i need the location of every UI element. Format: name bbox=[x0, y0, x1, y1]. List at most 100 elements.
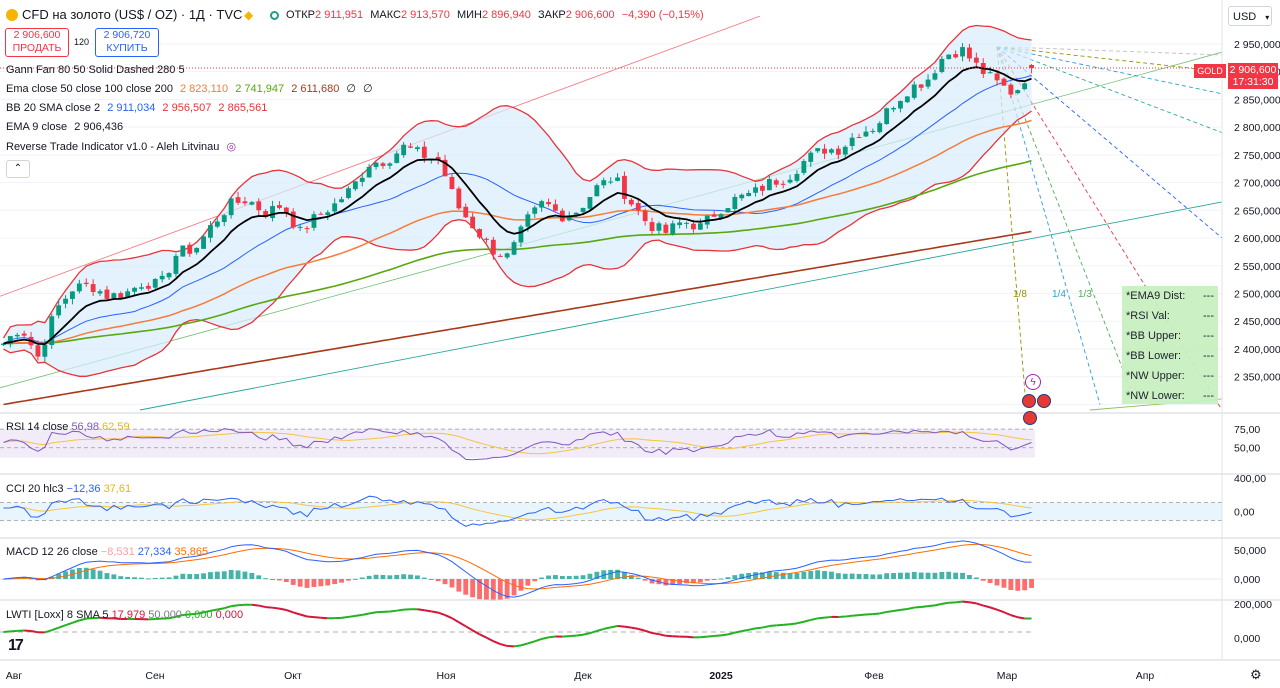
candle-body bbox=[1008, 84, 1014, 95]
lwti-line-segment bbox=[762, 625, 770, 629]
lwti-line-segment bbox=[3, 630, 11, 633]
macd-histogram-bar bbox=[946, 571, 952, 579]
macd-histogram-bar bbox=[152, 577, 158, 579]
legend-ema[interactable]: Ema close 50 close 100 close 200 2 823,1… bbox=[6, 82, 377, 96]
currency-select[interactable]: USD ▾ bbox=[1228, 6, 1272, 26]
symbol-title[interactable]: CFD на золото (US$ / OZ) · 1Д · TVC bbox=[22, 7, 243, 22]
macd-histogram-bar bbox=[194, 574, 200, 579]
cci-legend[interactable]: CCI 20 hlc3 −12,36 37,61 bbox=[6, 483, 131, 495]
lwti-line-segment bbox=[51, 626, 59, 632]
candle-body bbox=[449, 176, 455, 189]
lwti-line-segment bbox=[513, 644, 522, 648]
price-axis-label: 2 350,000 bbox=[1234, 372, 1280, 384]
macd-histogram-bar bbox=[104, 573, 110, 579]
info-row: *BB Lower: --- bbox=[1126, 346, 1214, 366]
candle-body bbox=[208, 225, 213, 238]
macd-histogram-bar bbox=[415, 575, 420, 579]
macd-histogram-bar bbox=[497, 579, 503, 601]
lwti-line-segment bbox=[796, 620, 805, 625]
candle-body bbox=[1015, 90, 1021, 94]
info-value: --- bbox=[1203, 370, 1214, 382]
legend-ema-label: Ema close 50 close 100 close 200 bbox=[6, 83, 173, 95]
rsi-legend[interactable]: RSI 14 close 56,98 62,59 bbox=[6, 421, 130, 433]
candle-body bbox=[677, 222, 683, 226]
macd-histogram-bar bbox=[352, 578, 358, 580]
lwti-legend[interactable]: LWTI [Loxx] 8 SMA 5 17,979 50,000 0,000 … bbox=[6, 609, 243, 621]
macd-histogram-bar bbox=[635, 577, 641, 579]
lwti-line-segment bbox=[741, 628, 749, 633]
candle-body bbox=[822, 148, 827, 154]
legend-ema9-value: 2 906,436 bbox=[74, 121, 124, 133]
macd-legend[interactable]: MACD 12 26 close −8,531 27,334 35,865 bbox=[6, 546, 208, 558]
candle-body bbox=[891, 107, 896, 110]
candle-body bbox=[760, 185, 765, 191]
lwti-line-segment bbox=[431, 610, 439, 614]
candle-body bbox=[76, 283, 82, 292]
lightning-icon[interactable]: ϟ bbox=[1025, 374, 1041, 390]
candle-body bbox=[90, 284, 96, 292]
macd-histogram-bar bbox=[835, 573, 841, 579]
macd-histogram-bar bbox=[987, 579, 993, 583]
price-axis-label: 2 600,000 bbox=[1234, 233, 1280, 245]
legend-rti[interactable]: Reverse Trade Indicator v1.0 - Aleh Litv… bbox=[6, 140, 240, 154]
candle-body bbox=[1001, 78, 1007, 86]
lwti-line-segment bbox=[1010, 614, 1019, 619]
lwti-line-segment bbox=[879, 610, 887, 615]
macd-histogram-bar bbox=[808, 570, 814, 579]
macd-histogram-bar bbox=[235, 570, 241, 579]
refresh-icon[interactable]: ◎ bbox=[226, 141, 237, 153]
candle-body bbox=[484, 238, 489, 240]
legend-bb[interactable]: BB 20 SMA close 2 2 911,034 2 956,507 2 … bbox=[6, 101, 271, 115]
candle-body bbox=[56, 305, 62, 316]
macd-histogram-bar bbox=[532, 579, 538, 582]
legend-ema9[interactable]: EMA 9 close 2 906,436 bbox=[6, 120, 127, 134]
candle-body bbox=[546, 201, 551, 205]
lwti-line-segment bbox=[210, 608, 218, 612]
macd-signal-value: 35,865 bbox=[174, 546, 209, 558]
macd-histogram-bar bbox=[214, 571, 220, 579]
lwti-line-segment bbox=[845, 614, 853, 618]
lwti-line-segment bbox=[776, 623, 784, 627]
buy-button[interactable]: 2 906,720 КУПИТЬ bbox=[95, 28, 159, 57]
time-axis-label: Фев bbox=[864, 670, 884, 682]
lwti-line-segment bbox=[817, 616, 825, 620]
sell-price: 2 906,600 bbox=[13, 29, 61, 41]
lwti-line-segment bbox=[658, 633, 667, 637]
candle-body bbox=[415, 147, 420, 150]
ohlc-open-value: 2 911,951 bbox=[315, 9, 364, 21]
lwti-line-segment bbox=[720, 633, 729, 637]
ohlc-low-value: 2 896,940 bbox=[481, 9, 531, 21]
macd-histogram-bar bbox=[608, 569, 614, 579]
gold-symbol-tag: GOLD bbox=[1194, 64, 1226, 78]
lwti-line-segment bbox=[852, 614, 860, 617]
candle-body bbox=[346, 188, 351, 198]
sell-button[interactable]: 2 906,600 ПРОДАТЬ bbox=[5, 28, 69, 57]
macd-histogram-bar bbox=[884, 573, 890, 579]
macd-histogram-bar bbox=[684, 579, 689, 584]
tradingview-logo[interactable]: 17 bbox=[8, 637, 24, 654]
macd-histogram-bar bbox=[842, 573, 848, 579]
candle-body bbox=[180, 245, 186, 257]
alert-bell-icon[interactable]: ◆ bbox=[244, 8, 254, 22]
macd-histogram-bar bbox=[663, 579, 669, 586]
lwti-line-segment bbox=[921, 605, 929, 608]
legend-ema200-value: 2 611,680 bbox=[291, 83, 340, 95]
lwti-line-segment bbox=[989, 606, 998, 611]
candle-body bbox=[829, 149, 834, 153]
macd-histogram-bar bbox=[125, 576, 131, 579]
candle-body bbox=[14, 334, 20, 337]
legend-gann[interactable]: Gann Fan 80 50 Solid Dashed 280 5 bbox=[6, 63, 189, 77]
candle-body bbox=[83, 282, 89, 284]
settings-gear-icon[interactable]: ⚙ bbox=[1250, 667, 1262, 682]
macd-histogram-bar bbox=[566, 576, 572, 579]
events-flags-icon[interactable] bbox=[1022, 394, 1062, 425]
lwti-line-segment bbox=[10, 629, 18, 633]
macd-histogram-bar bbox=[766, 571, 772, 579]
candle-body bbox=[21, 333, 27, 336]
macd-histogram-bar bbox=[332, 579, 338, 585]
lwti-line-segment bbox=[700, 635, 708, 639]
cci-axis-label: 0,00 bbox=[1234, 507, 1255, 519]
collapse-legend-button[interactable]: ⌃ bbox=[6, 160, 30, 178]
